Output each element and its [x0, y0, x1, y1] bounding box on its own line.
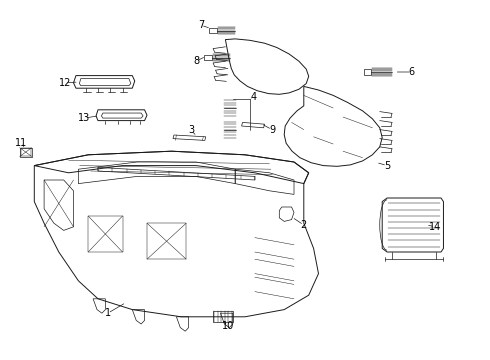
- Text: 6: 6: [409, 67, 415, 77]
- Text: 10: 10: [222, 321, 234, 331]
- Text: 2: 2: [301, 220, 307, 230]
- Text: 1: 1: [105, 308, 111, 318]
- Text: 11: 11: [15, 138, 27, 148]
- Text: 9: 9: [269, 125, 275, 135]
- Text: 13: 13: [78, 113, 90, 123]
- Text: 4: 4: [251, 92, 257, 102]
- Text: 3: 3: [188, 125, 194, 135]
- Text: 8: 8: [193, 56, 199, 66]
- Text: 5: 5: [384, 161, 390, 171]
- Text: 7: 7: [198, 20, 204, 30]
- Text: 12: 12: [59, 78, 72, 88]
- Text: 14: 14: [429, 222, 441, 232]
